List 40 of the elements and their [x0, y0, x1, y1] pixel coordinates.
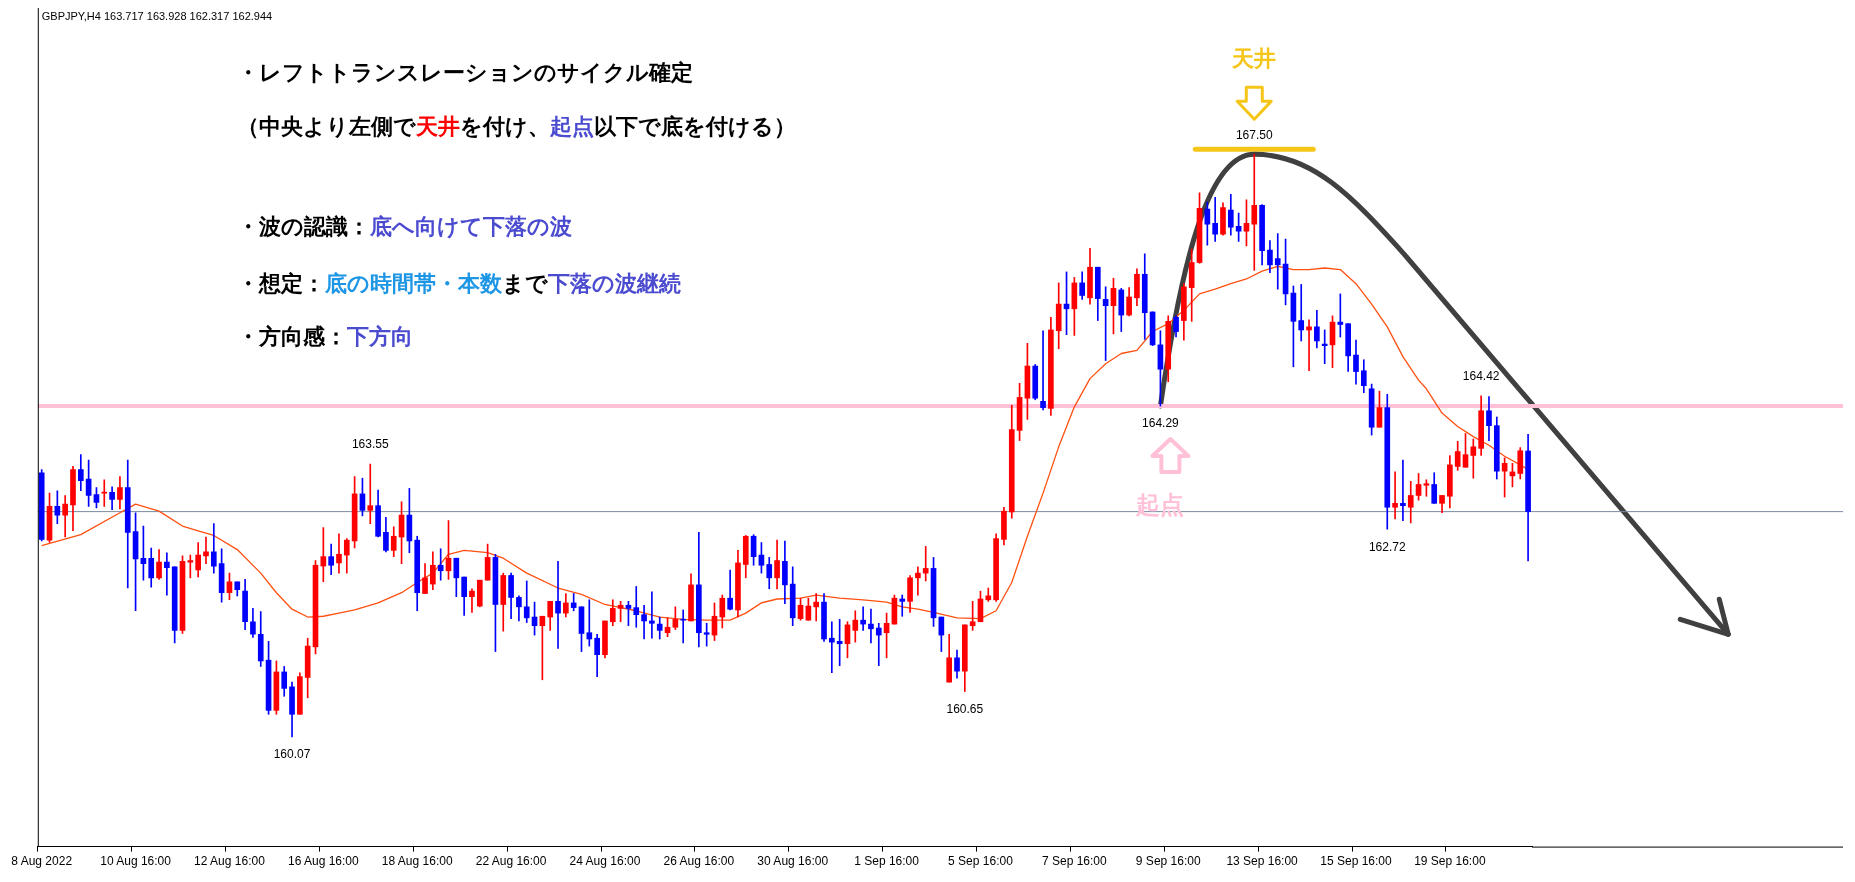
text: を付け、: [460, 114, 550, 140]
x-tick-label: 10 Aug 16:00: [100, 854, 172, 869]
annotation: 164.29: [1142, 416, 1180, 431]
x-tick-label: 8 Aug 2022: [11, 854, 73, 869]
annotation: ・想定：: [237, 271, 325, 297]
annotation: 下方向: [346, 324, 413, 350]
x-tick-label: 15 Sep 16:00: [1320, 854, 1392, 869]
x-tick-label: 26 Aug 16:00: [663, 854, 735, 869]
annotation: 167.50: [1235, 127, 1273, 142]
x-tick-label: 18 Aug 16:00: [381, 854, 453, 869]
x-tick-label: 19 Sep 16:00: [1414, 854, 1486, 869]
annotation: 底へ向けて下落の波: [369, 214, 572, 240]
annotation: 162.72: [1368, 539, 1406, 554]
x-tick-label: 13 Sep 16:00: [1226, 854, 1299, 869]
annotation: 起点: [1135, 490, 1185, 518]
x-tick-label: 16 Aug 16:00: [287, 854, 360, 869]
text: 以下で底を付ける）: [594, 114, 796, 140]
x-tick-label: 22 Aug 16:00: [475, 854, 547, 869]
annotation: まで: [502, 271, 548, 297]
annotation: 160.65: [946, 701, 984, 716]
annotation: 160.07: [273, 747, 311, 762]
x-tick-label: 1 Sep 16:00: [854, 854, 920, 869]
text: 起点: [549, 114, 594, 140]
x-tick-label: 9 Sep 16:00: [1135, 854, 1201, 869]
text: 天井: [1231, 46, 1277, 72]
x-tick-label: 24 Aug 16:00: [569, 854, 641, 869]
annotation: 164.42: [1462, 369, 1500, 384]
x-tick-label: 30 Aug 16:00: [757, 854, 829, 869]
x-tick-label: 7 Sep 16:00: [1041, 854, 1108, 869]
x-tick-label: 5 Sep 16:00: [948, 854, 1014, 869]
text: 天井: [415, 114, 460, 140]
annotation: 163.55: [351, 437, 389, 452]
annotation: ・波の認識：: [237, 214, 370, 240]
text: （中央より左側で: [237, 114, 416, 140]
annotation: 下落の波継続: [547, 271, 681, 297]
x-tick-label: 12 Aug 16:00: [194, 854, 266, 869]
annotation: ・方向感：: [237, 324, 347, 350]
text: GBPJPY,H4 163.717 163.928 162.317 162.944: [41, 10, 273, 23]
text: ・レフトトランスレーションのサイクル確定: [237, 60, 693, 86]
annotation: 底の時間帯・本数: [324, 271, 503, 297]
